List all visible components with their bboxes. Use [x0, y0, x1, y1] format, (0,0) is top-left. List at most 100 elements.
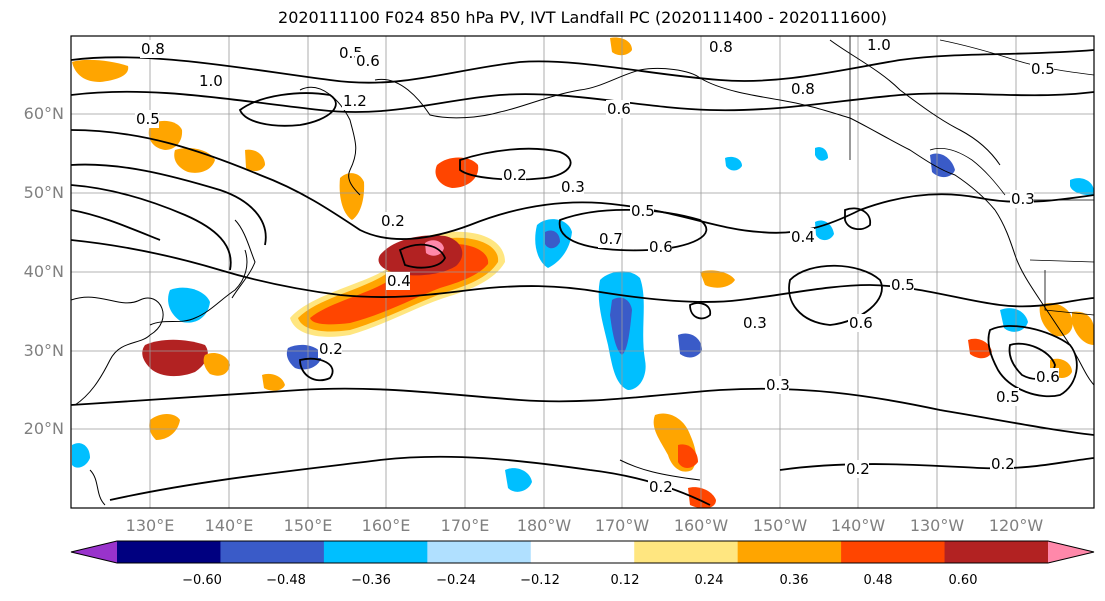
- colorbar-tick-label: 0.24: [694, 573, 724, 588]
- colorbar-tick-label: −0.12: [520, 573, 560, 588]
- contour-label: 0.3: [561, 178, 585, 196]
- shaded-anomalies: [72, 37, 1094, 508]
- colorbar-segment: [737, 541, 842, 563]
- colorbar-segment: [427, 541, 532, 563]
- negative-anomaly-blob: [545, 230, 560, 249]
- colorbar-tick-label: 0.60: [948, 573, 978, 588]
- contour-label: 0.3: [766, 376, 790, 394]
- positive-anomaly-blob: [142, 339, 208, 377]
- contour-label: 0.3: [1011, 190, 1035, 208]
- contour-label: 0.5: [891, 276, 915, 294]
- colorbar-tick-label: −0.48: [266, 573, 306, 588]
- negative-anomaly-blob: [678, 333, 702, 358]
- positive-anomaly-blob: [262, 373, 285, 391]
- positive-anomaly-blob: [339, 173, 365, 220]
- positive-anomaly-blob: [435, 157, 479, 188]
- contour-label: 0.6: [356, 52, 380, 70]
- negative-anomaly-blob: [505, 468, 532, 492]
- positive-anomaly-blob: [700, 270, 735, 288]
- positive-anomaly-blob: [174, 148, 215, 173]
- lon-label: 150°W: [752, 516, 808, 535]
- colorbar-segment: [634, 541, 739, 563]
- contour-label: 1.0: [199, 72, 223, 90]
- political-borders: [849, 36, 1094, 316]
- colorbar-min-extension: [71, 541, 117, 563]
- contour-label: 1.0: [867, 36, 891, 54]
- map-frame: [70, 35, 1095, 509]
- negative-anomaly-blob: [286, 344, 322, 370]
- negative-anomaly-blob: [815, 220, 834, 241]
- contour-label: 0.6: [1036, 368, 1060, 386]
- colorbar-tick-label: 0.48: [863, 573, 893, 588]
- contour-label: 0.2: [649, 478, 673, 496]
- contour-label: 0.8: [709, 38, 733, 56]
- colorbar-max-extension: [1048, 541, 1094, 563]
- contour-label: 0.7: [599, 230, 623, 248]
- lon-label: 160°W: [673, 516, 729, 535]
- colorbar-segment: [117, 541, 221, 563]
- contour-label: 0.5: [631, 202, 655, 220]
- lon-label: 180°W: [516, 516, 572, 535]
- positive-anomaly-blob: [678, 444, 698, 468]
- positive-anomaly-blob: [72, 59, 129, 82]
- pv-contours: [71, 49, 1094, 506]
- contour-label: 0.4: [791, 228, 815, 246]
- colorbar-segment: [841, 541, 946, 563]
- coastlines: [71, 39, 1094, 506]
- positive-anomaly-blob: [968, 338, 992, 359]
- contour-label: 0.5: [1031, 60, 1055, 78]
- negative-anomaly-blob: [815, 147, 828, 161]
- positive-anomaly-blob: [148, 120, 183, 150]
- contour-label: 0.6: [607, 100, 631, 118]
- lon-label: 140°W: [830, 516, 886, 535]
- lat-label: 60°N: [23, 104, 64, 123]
- colorbar-tick-label: 0.12: [610, 573, 640, 588]
- colorbar-segment: [220, 541, 325, 563]
- lon-label: 170°W: [594, 516, 650, 535]
- positive-anomaly-blob: [203, 353, 230, 376]
- contour-label: 1.2: [343, 92, 367, 110]
- positive-anomaly-blob: [245, 149, 265, 172]
- contour-label: 0.8: [791, 80, 815, 98]
- colorbar: [70, 540, 1095, 564]
- lon-label: 120°W: [988, 516, 1044, 535]
- contour-label: 0.2: [503, 166, 527, 184]
- negative-anomaly-blob: [168, 287, 210, 323]
- contour-label: 0.2: [846, 460, 870, 478]
- lon-label: 130°W: [909, 516, 965, 535]
- colorbar-tick-label: 0.36: [779, 573, 809, 588]
- negative-anomaly-blob: [725, 156, 742, 171]
- lon-label: 160°E: [361, 516, 411, 535]
- colorbar-tick-label: −0.24: [436, 573, 476, 588]
- contour-label: 0.3: [743, 314, 767, 332]
- lon-label: 130°E: [125, 516, 175, 535]
- colorbar-segment: [944, 541, 1049, 563]
- positive-anomaly-blob: [610, 37, 632, 56]
- contour-label: 0.2: [381, 212, 405, 230]
- alaska-coast: [929, 39, 1094, 196]
- contour-label: 0.5: [996, 388, 1020, 406]
- lat-label: 20°N: [23, 419, 64, 438]
- lat-label: 40°N: [23, 262, 64, 281]
- contour-label: 0.4: [387, 272, 411, 290]
- positive-anomaly-blob: [1072, 311, 1094, 345]
- colorbar-segment: [323, 541, 428, 563]
- contour-label: 0.6: [849, 314, 873, 332]
- figure-title: 2020111100 F024 850 hPa PV, IVT Landfall…: [278, 8, 887, 27]
- positive-anomaly-blob: [688, 487, 716, 508]
- negative-anomaly-blob: [610, 297, 632, 355]
- contour-label: 0.2: [991, 455, 1015, 473]
- colorbar-tick-label: −0.60: [182, 573, 222, 588]
- colorbar-segment: [530, 541, 635, 563]
- contour-label: 0.6: [649, 238, 673, 256]
- negative-anomaly-blob: [930, 153, 955, 178]
- lat-label: 50°N: [23, 183, 64, 202]
- contour-label: 0.5: [136, 110, 160, 128]
- lon-label: 170°E: [440, 516, 490, 535]
- colorbar-tick-label: −0.36: [351, 573, 391, 588]
- contour-label: 0.8: [141, 40, 165, 58]
- lon-label: 140°E: [204, 516, 254, 535]
- lat-label: 30°N: [23, 341, 64, 360]
- negative-anomaly-blob: [1070, 178, 1094, 196]
